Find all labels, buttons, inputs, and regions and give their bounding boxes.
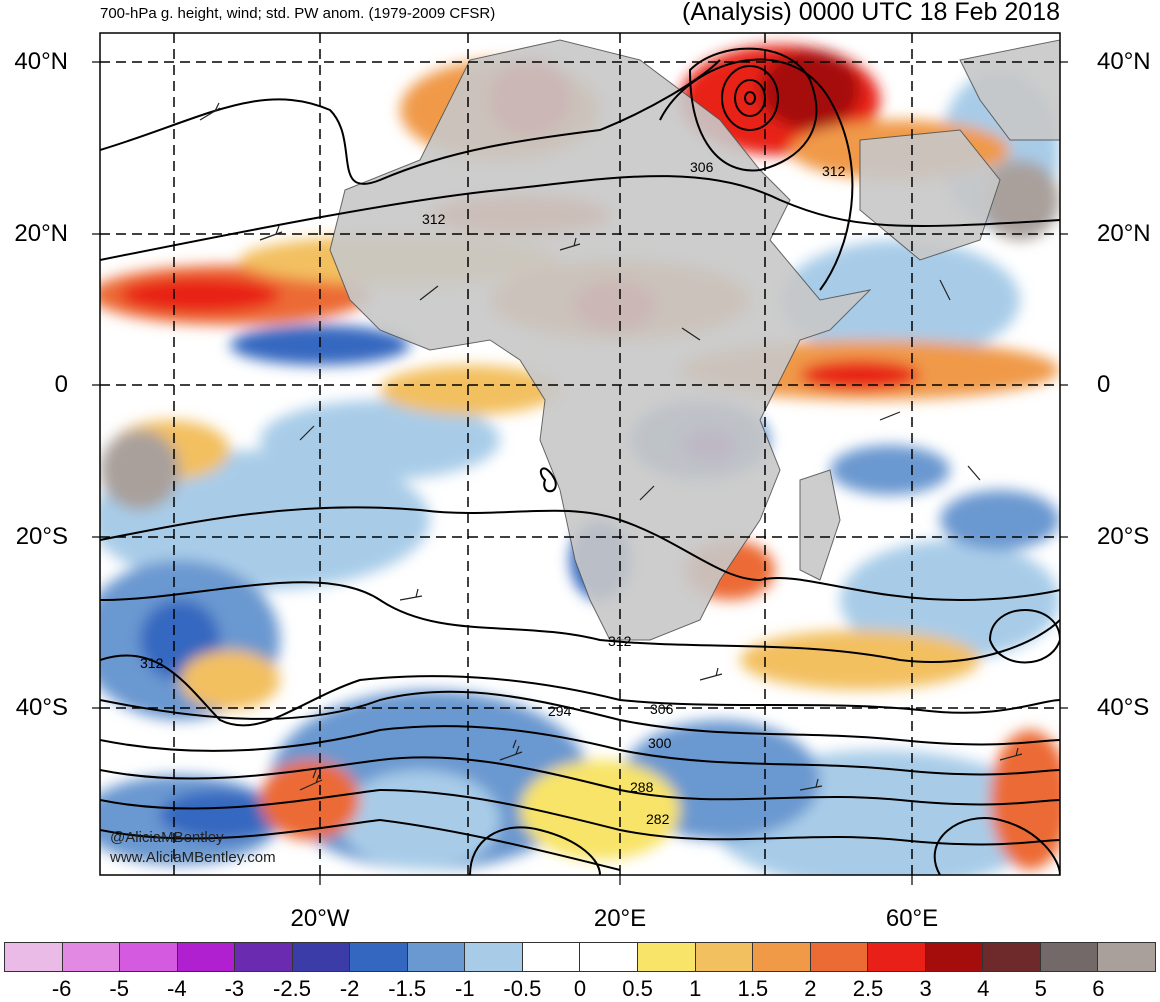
colorbar-swatch [235, 943, 293, 971]
contour-label: 288 [630, 779, 654, 795]
colorbar-swatch [638, 943, 696, 971]
colorbar-tick-label: -1.5 [388, 976, 427, 1001]
colorbar-tick-label: 3 [919, 976, 932, 1001]
colorbar-tick-label: 2 [804, 976, 817, 1001]
lat-lon-grid [100, 33, 1060, 875]
credit-twitter: @AliciaMBentley [110, 829, 224, 846]
lat-label-right: 40°S [1097, 694, 1150, 721]
contour-label: 306 [690, 159, 714, 175]
colorbar-tick-label: -4 [167, 976, 187, 1001]
colorbar-tick-label: -0.5 [503, 976, 542, 1001]
colorbar-tick-label: -6 [51, 976, 72, 1001]
contour-label: 312 [608, 633, 632, 649]
colorbar-swatch [522, 943, 581, 971]
colorbar-swatch [1040, 943, 1099, 971]
colorbar-swatch [810, 943, 869, 971]
lon-label: 60°E [885, 905, 939, 932]
lon-label: 20°E [593, 905, 647, 932]
colorbar-tick-label: -1 [455, 976, 475, 1001]
contour-label: 300 [648, 735, 672, 751]
contour-label: 312 [422, 211, 446, 227]
colorbar-tick-label: 0.5 [622, 976, 653, 1001]
colorbar-tick-label: -3 [224, 976, 245, 1001]
colorbar-swatch [925, 943, 984, 971]
colorbar-swatch [177, 943, 236, 971]
colorbar-tick-label: 6 [1092, 976, 1105, 1001]
colorbar-tick-label: 0 [573, 976, 587, 1001]
colorbar-tick-label: 1 [689, 976, 702, 1001]
lat-label-left: 20°N [14, 220, 68, 247]
lat-label-right: 20°S [1097, 523, 1150, 550]
colorbar-swatch [983, 943, 1041, 971]
contour-label: 306 [650, 701, 674, 717]
lat-label-right: 40°N [1097, 48, 1151, 75]
contour-label: 282 [646, 811, 670, 827]
lat-label-left: 20°S [15, 523, 68, 550]
colorbar-tick-label: 5 [1034, 976, 1047, 1001]
colorbar-swatch [1098, 943, 1155, 971]
lon-label: 20°W [290, 905, 350, 932]
map-title-right: (Analysis) 0000 UTC 18 Feb 2018 [682, 0, 1060, 26]
colorbar-tick-label: 4 [977, 976, 990, 1001]
contour-label: 294 [548, 703, 572, 719]
colorbar-tick-label: -2.5 [273, 976, 311, 1001]
colorbar-tick-label: 1.5 [737, 976, 769, 1001]
colorbar-tick-label: 2.5 [852, 976, 884, 1001]
height-contours [100, 47, 1060, 875]
colorbar-swatch [292, 943, 351, 971]
colorbar-tick-label: -2 [339, 976, 360, 1001]
lat-label-left: 0 [54, 371, 68, 398]
contour-label-group: 306 312 312 312 312 294 306 300 288 282 [140, 159, 846, 827]
colorbar-swatch [695, 943, 754, 971]
colorbar-swatch [62, 943, 121, 971]
lat-label-left: 40°N [14, 48, 68, 75]
colorbar-swatch [465, 943, 523, 971]
land-mask [329, 39, 1060, 641]
colorbar-swatch [868, 943, 926, 971]
colorbar-swatch [580, 943, 639, 971]
colorbar-swatch [350, 943, 408, 971]
colorbar-swatch [120, 943, 178, 971]
frame-ticks [92, 61, 1068, 885]
colorbar [4, 942, 1156, 972]
lat-label-left: 40°S [15, 694, 68, 721]
colorbar-swatch [407, 943, 466, 971]
lat-label-right: 20°N [1097, 220, 1151, 247]
colorbar-swatch [753, 943, 811, 971]
lat-label-right: 0 [1097, 371, 1111, 398]
colorbar-tick-label: -5 [109, 976, 129, 1001]
contour-label: 312 [822, 163, 846, 179]
wind-barbs [199, 102, 1023, 791]
colorbar-swatch [5, 943, 63, 971]
credit-website: www.AliciaMBentley.com [110, 849, 276, 866]
map-title-left: 700-hPa g. height, wind; std. PW anom. (… [100, 5, 496, 22]
contour-label: 312 [140, 655, 164, 671]
